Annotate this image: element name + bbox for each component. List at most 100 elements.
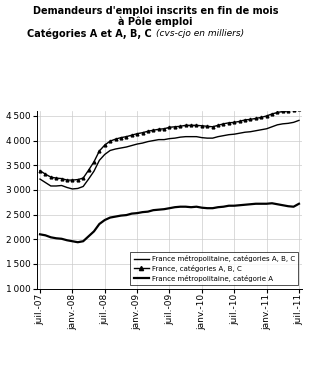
France métropolitaine, catégories A, B, C [286, 121, 290, 125]
France, catégories A, B, C [60, 176, 63, 181]
Legend: France métropolitaine, catégories A, B, C, France, catégories A, B, C, France mé: France métropolitaine, catégories A, B, … [130, 252, 298, 285]
France métropolitaine, catégorie A [162, 207, 166, 211]
France métropolitaine, catégorie A [221, 205, 225, 209]
France métropolitaine, catégories A, B, C [162, 137, 166, 142]
France, catégories A, B, C [195, 123, 198, 128]
France métropolitaine, catégories A, B, C [60, 183, 63, 188]
France, catégories A, B, C [265, 114, 268, 118]
France métropolitaine, catégorie A [173, 205, 177, 209]
France, catégories A, B, C [276, 110, 279, 115]
France métropolitaine, catégories A, B, C [81, 184, 85, 189]
France métropolitaine, catégorie A [205, 206, 209, 211]
France métropolitaine, catégories A, B, C [97, 158, 101, 162]
France métropolitaine, catégorie A [179, 205, 182, 209]
France métropolitaine, catégorie A [60, 236, 63, 241]
France métropolitaine, catégories A, B, C [146, 139, 150, 144]
France métropolitaine, catégories A, B, C [184, 134, 188, 139]
France métropolitaine, catégories A, B, C [205, 136, 209, 140]
France métropolitaine, catégories A, B, C [92, 169, 96, 174]
France métropolitaine, catégorie A [124, 213, 128, 217]
France, catégories A, B, C [108, 139, 112, 143]
France métropolitaine, catégorie A [168, 206, 171, 211]
France métropolitaine, catégories A, B, C [221, 134, 225, 138]
France, catégories A, B, C [173, 125, 177, 129]
France métropolitaine, catégories A, B, C [49, 184, 53, 188]
France, catégories A, B, C [184, 123, 188, 128]
France métropolitaine, catégorie A [227, 204, 231, 208]
France, catégories A, B, C [157, 127, 160, 131]
France métropolitaine, catégories A, B, C [76, 186, 80, 191]
France métropolitaine, catégorie A [76, 240, 80, 245]
France métropolitaine, catégorie A [238, 203, 242, 208]
France métropolitaine, catégories A, B, C [135, 142, 139, 146]
France métropolitaine, catégorie A [130, 211, 134, 216]
France, catégories A, B, C [44, 172, 47, 176]
France, catégories A, B, C [286, 109, 290, 113]
France métropolitaine, catégorie A [108, 215, 112, 220]
France métropolitaine, catégorie A [243, 202, 247, 207]
France métropolitaine, catégories A, B, C [114, 147, 118, 151]
France métropolitaine, catégorie A [276, 202, 279, 206]
France métropolitaine, catégories A, B, C [141, 141, 144, 145]
France, catégories A, B, C [114, 137, 118, 141]
France, catégories A, B, C [179, 124, 182, 128]
France métropolitaine, catégories A, B, C [259, 128, 263, 132]
France métropolitaine, catégories A, B, C [227, 132, 231, 137]
France métropolitaine, catégorie A [65, 238, 69, 242]
France métropolitaine, catégorie A [281, 203, 285, 208]
France, catégories A, B, C [119, 135, 123, 140]
France, catégories A, B, C [141, 131, 144, 135]
France métropolitaine, catégorie A [270, 201, 274, 205]
France métropolitaine, catégorie A [103, 218, 107, 222]
Line: France métropolitaine, catégories A, B, C: France métropolitaine, catégories A, B, … [40, 120, 299, 189]
France métropolitaine, catégorie A [232, 204, 236, 208]
France, catégories A, B, C [146, 129, 150, 134]
Text: (cvs-cjo en milliers): (cvs-cjo en milliers) [156, 29, 244, 38]
France, catégories A, B, C [227, 121, 231, 125]
France métropolitaine, catégories A, B, C [168, 137, 171, 141]
France métropolitaine, catégories A, B, C [54, 184, 58, 188]
France, catégories A, B, C [49, 175, 53, 179]
France métropolitaine, catégorie A [200, 205, 204, 210]
France, catégories A, B, C [221, 122, 225, 126]
France métropolitaine, catégories A, B, C [87, 177, 91, 181]
France métropolitaine, catégorie A [38, 232, 42, 236]
Text: Catégories A et A, B, C: Catégories A et A, B, C [27, 29, 156, 39]
France métropolitaine, catégories A, B, C [243, 130, 247, 134]
Text: Demandeurs d'emploi inscrits en fin de mois: Demandeurs d'emploi inscrits en fin de m… [33, 6, 278, 16]
France, catégories A, B, C [151, 128, 155, 132]
France métropolitaine, catégories A, B, C [103, 152, 107, 157]
France, catégories A, B, C [270, 112, 274, 116]
France métropolitaine, catégorie A [292, 205, 295, 209]
France métropolitaine, catégorie A [286, 204, 290, 208]
France métropolitaine, catégories A, B, C [189, 134, 193, 139]
France, catégories A, B, C [200, 124, 204, 128]
France métropolitaine, catégories A, B, C [276, 122, 279, 127]
France, catégories A, B, C [124, 134, 128, 139]
France métropolitaine, catégories A, B, C [292, 120, 295, 125]
France métropolitaine, catégories A, B, C [119, 146, 123, 150]
France métropolitaine, catégorie A [157, 208, 160, 212]
France, catégories A, B, C [81, 176, 85, 180]
France métropolitaine, catégorie A [87, 234, 91, 239]
France métropolitaine, catégories A, B, C [65, 185, 69, 190]
France métropolitaine, catégories A, B, C [248, 130, 252, 134]
France métropolitaine, catégorie A [189, 205, 193, 209]
France métropolitaine, catégorie A [54, 236, 58, 240]
France métropolitaine, catégories A, B, C [173, 136, 177, 140]
France, catégories A, B, C [248, 117, 252, 122]
France métropolitaine, catégorie A [195, 205, 198, 209]
France métropolitaine, catégorie A [92, 229, 96, 233]
France métropolitaine, catégorie A [49, 235, 53, 239]
France, catégories A, B, C [189, 123, 193, 128]
France métropolitaine, catégories A, B, C [124, 145, 128, 149]
France métropolitaine, catégories A, B, C [216, 134, 220, 139]
France, catégories A, B, C [168, 125, 171, 130]
France, catégories A, B, C [38, 168, 42, 173]
France métropolitaine, catégories A, B, C [130, 143, 134, 148]
Line: France, catégories A, B, C: France, catégories A, B, C [39, 107, 300, 181]
France métropolitaine, catégorie A [265, 202, 268, 206]
France métropolitaine, catégories A, B, C [200, 135, 204, 140]
France, catégories A, B, C [92, 159, 96, 164]
France métropolitaine, catégorie A [248, 202, 252, 206]
